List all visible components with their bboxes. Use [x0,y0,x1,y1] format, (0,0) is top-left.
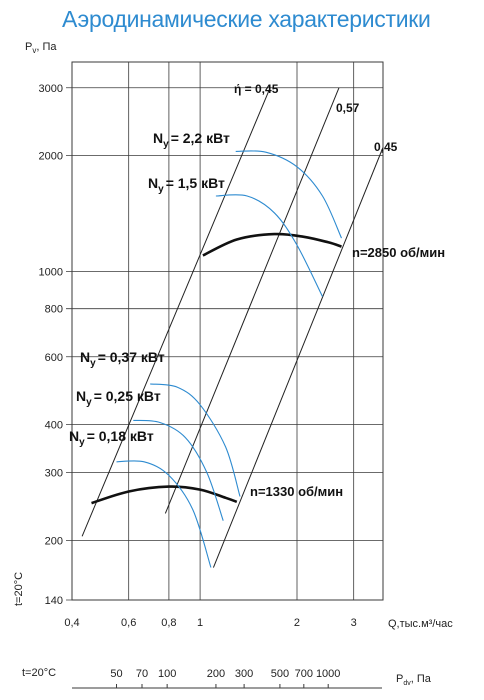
x-tick-label: 3 [351,617,357,629]
dynamic-pressure-tick-label: 500 [271,668,289,680]
x-axis-label: Q,тыс.м³/час [388,618,453,630]
power-curve [133,419,224,521]
annotation-ny-0-18: Ny = 0,18 кВт [69,428,154,448]
y-tick-label: 400 [45,420,63,432]
y-tick-label: 200 [45,535,63,547]
power-curve [215,194,323,297]
rpm-curve [202,232,342,257]
x-tick-label: 0,6 [121,617,136,629]
annotation-ny-0-37: Ny = 0,37 кВт [80,349,165,369]
x-tick-label: 0,4 [64,617,79,629]
power-curve [235,150,343,239]
power-curve [150,383,241,497]
dynamic-pressure-tick-label: 200 [207,668,225,680]
y-tick-label: 800 [45,304,63,316]
dynamic-pressure-tick-label: 1000 [316,668,340,680]
bottom-temperature-label: t=20°C [22,667,56,679]
label-efficiency-0-57: 0,57 [336,101,360,115]
labels: 0,4 0,6 0,8 1 2 3 140 200 300 400 600 800 1000 2000 30… [39,83,357,688]
efficiency-line [81,87,271,537]
curves [81,87,384,568]
y-tick-label: 300 [45,468,63,480]
label-n-1330: n=1330 об/мин [250,484,343,499]
efficiency-line [212,147,384,568]
y-axis-label: Pv, Па [25,41,57,55]
annotation-ny-0-25: Ny = 0,25 кВт [76,388,161,408]
grid-lines [66,62,383,601]
dynamic-pressure-tick-label: 50 [110,668,122,680]
rpm-curve [91,485,238,505]
x-tick-label: 2 [294,617,300,629]
dynamic-pressure-tick-label: 70 [136,668,148,680]
side-temperature-label: t=20°C [13,572,25,606]
label-n-2850: n=2850 об/мин [352,245,445,260]
annotation-ny-1-5: Ny = 1,5 кВт [148,175,225,195]
x-tick-label: 0,8 [161,617,176,629]
dynamic-pressure-tick-label: 700 [295,668,313,680]
y-tick-label: 600 [45,352,63,364]
power-curve [116,460,212,568]
label-efficiency-0-45-right: 0,45 [374,140,398,154]
y-tick-label: 140 [45,595,63,607]
y-tick-label: 3000 [39,83,63,95]
dynamic-pressure-label: Pdv, Па [396,673,432,687]
y-tick-label: 2000 [39,151,63,163]
dynamic-pressure-tick-label: 300 [235,668,253,680]
chart-title: Аэродинамические характеристики [62,6,431,32]
y-tick-label: 1000 [39,266,63,278]
efficiency-line [164,87,340,514]
x-tick-label: 1 [197,617,203,629]
label-efficiency-0-45-left: ή = 0,45 [234,82,279,96]
annotation-ny-2-2: Ny = 2,2 кВт [153,130,230,150]
dynamic-pressure-tick-label: 100 [158,668,176,680]
